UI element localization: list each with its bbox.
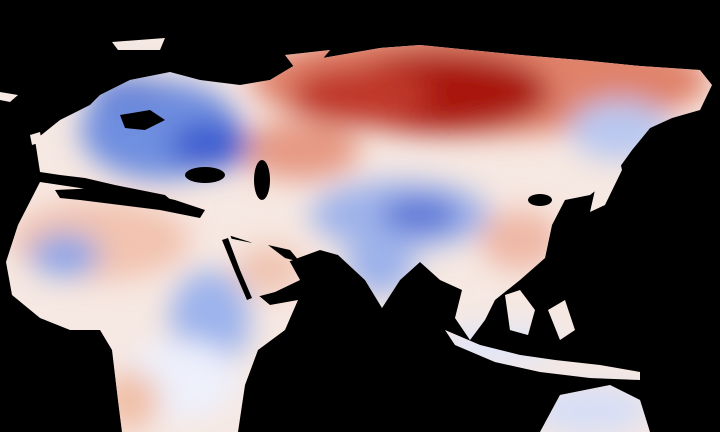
black-sea: [185, 167, 225, 183]
red-sea: [222, 238, 252, 300]
mediterranean: [55, 188, 205, 218]
baltic-sea: [120, 110, 165, 130]
water-bodies: [55, 110, 552, 300]
caspian-sea: [254, 160, 270, 200]
bohai: [528, 194, 552, 206]
persian-gulf: [268, 245, 300, 262]
